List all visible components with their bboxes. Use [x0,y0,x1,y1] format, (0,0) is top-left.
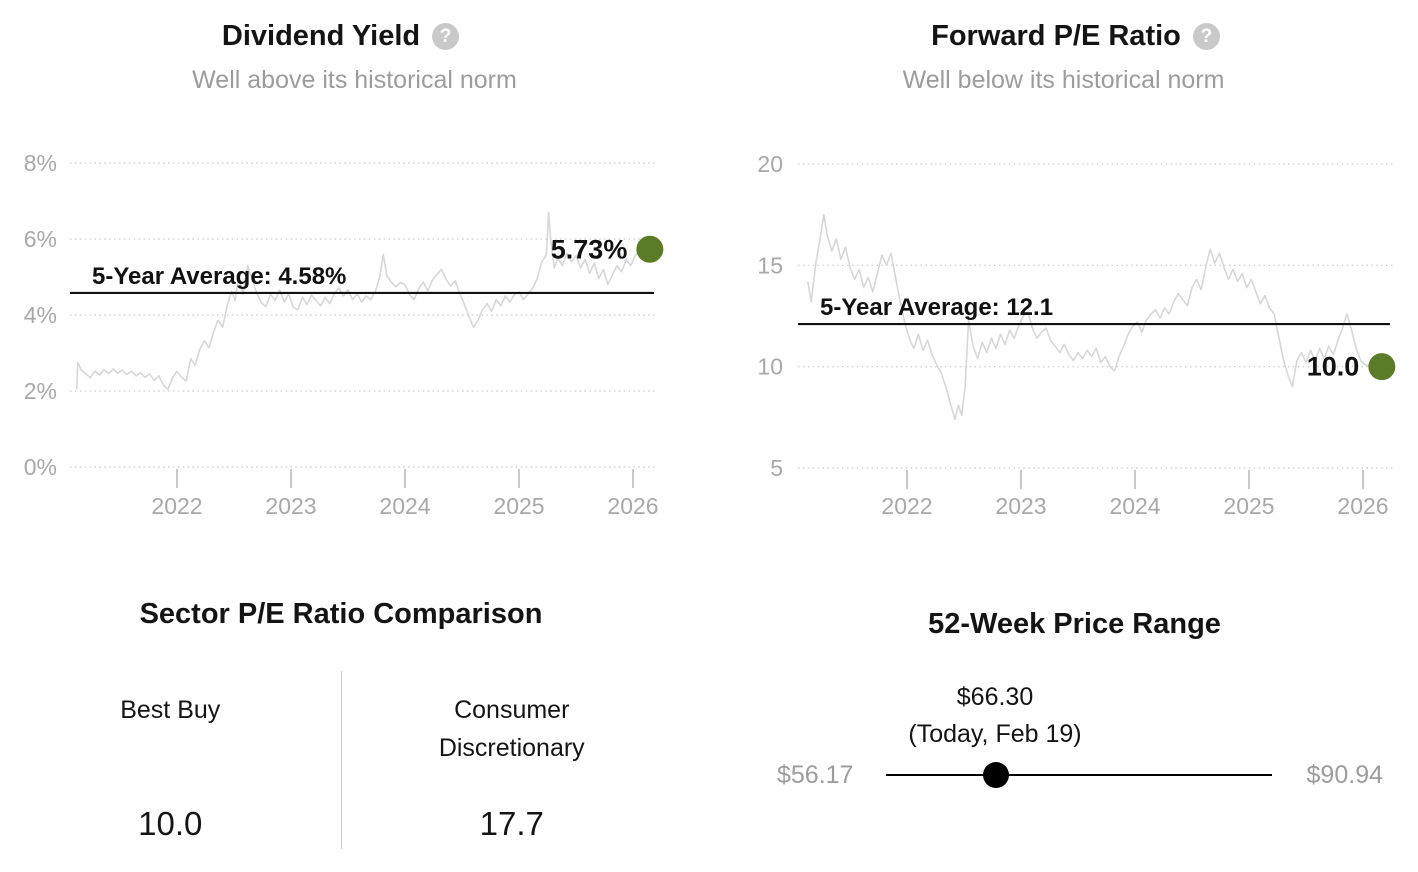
current-value-label: 5.73% [551,234,628,264]
x-axis-label: 2022 [151,493,202,519]
price-slider-track [886,760,1272,790]
x-axis-label: 2026 [607,493,658,519]
x-axis-label: 2024 [379,493,430,519]
x-axis-label: 2026 [1337,493,1388,519]
average-label: 5-Year Average: 4.58% [92,263,346,290]
sector-column-best-buy: Best Buy 10.0 [0,671,341,849]
average-label: 5-Year Average: 12.1 [820,294,1053,321]
price-range-panel: 52-Week Price Range $66.30 (Today, Feb 1… [720,598,1418,872]
x-axis-label: 2024 [1109,493,1160,519]
sector-column-value: 10.0 [138,805,203,843]
dividend-yield-header: Dividend Yield ? Well above its historic… [0,20,709,95]
price-range-slider: $56.17 $90.94 [777,760,1383,790]
dividend-yield-title-row: Dividend Yield ? [221,20,460,53]
y-axis-label: 15 [757,252,783,278]
x-axis-label: 2022 [881,493,932,519]
forward-pe-title-row: Forward P/E Ratio ? [931,20,1220,53]
sector-column-label: Consumer Discretionary [438,696,585,763]
x-axis-label: 2023 [995,493,1046,519]
sector-comparison-columns: Best Buy 10.0 Consumer Discretionary 17.… [0,671,683,850]
forward-pe-title: Forward P/E Ratio [931,20,1181,52]
y-axis-label: 4% [24,302,57,328]
x-axis-label: 2025 [493,493,544,519]
y-axis-label: 8% [24,150,57,176]
series-line [807,213,1371,421]
current-value-label: 10.0 [1307,352,1360,382]
series-line [75,211,641,391]
help-icon[interactable]: ? [1192,23,1220,51]
range-high-label: $90.94 [1306,760,1383,789]
sector-column-value: 17.7 [479,805,544,843]
y-axis-label: 2% [24,378,57,404]
y-axis-label: 20 [757,151,783,177]
y-axis-label: 6% [24,226,57,252]
column-divider [340,671,342,850]
sector-column-label: Best Buy [120,696,221,725]
help-icon[interactable]: ? [432,23,460,51]
dividend-yield-subtitle: Well above its historical norm [192,66,517,95]
current-price-date: (Today, Feb 19) [908,720,1082,748]
x-axis-label: 2023 [265,493,316,519]
y-axis-label: 0% [24,454,57,480]
x-axis-label: 2025 [1223,493,1274,519]
price-range-title: 52-Week Price Range [928,608,1221,640]
price-slider-handle [982,762,1009,788]
sector-column-consumer-discretionary: Consumer Discretionary 17.7 [342,671,683,849]
sector-comparison-title: Sector P/E Ratio Comparison [139,598,543,630]
current-value-dot [1368,353,1396,381]
range-low-label: $56.17 [777,760,854,789]
price-slider-line [886,774,1272,776]
forward-pe-header: Forward P/E Ratio ? Well below its histo… [709,20,1418,95]
y-axis-label: 10 [757,354,783,380]
current-price: $66.30 [956,683,1034,711]
current-value-dot [636,235,664,263]
sector-comparison-panel: Sector P/E Ratio Comparison Best Buy 10.… [0,598,683,850]
forward-pe-subtitle: Well below its historical norm [902,66,1225,95]
dividend-yield-title: Dividend Yield [221,20,421,52]
y-axis-label: 5 [770,455,783,481]
